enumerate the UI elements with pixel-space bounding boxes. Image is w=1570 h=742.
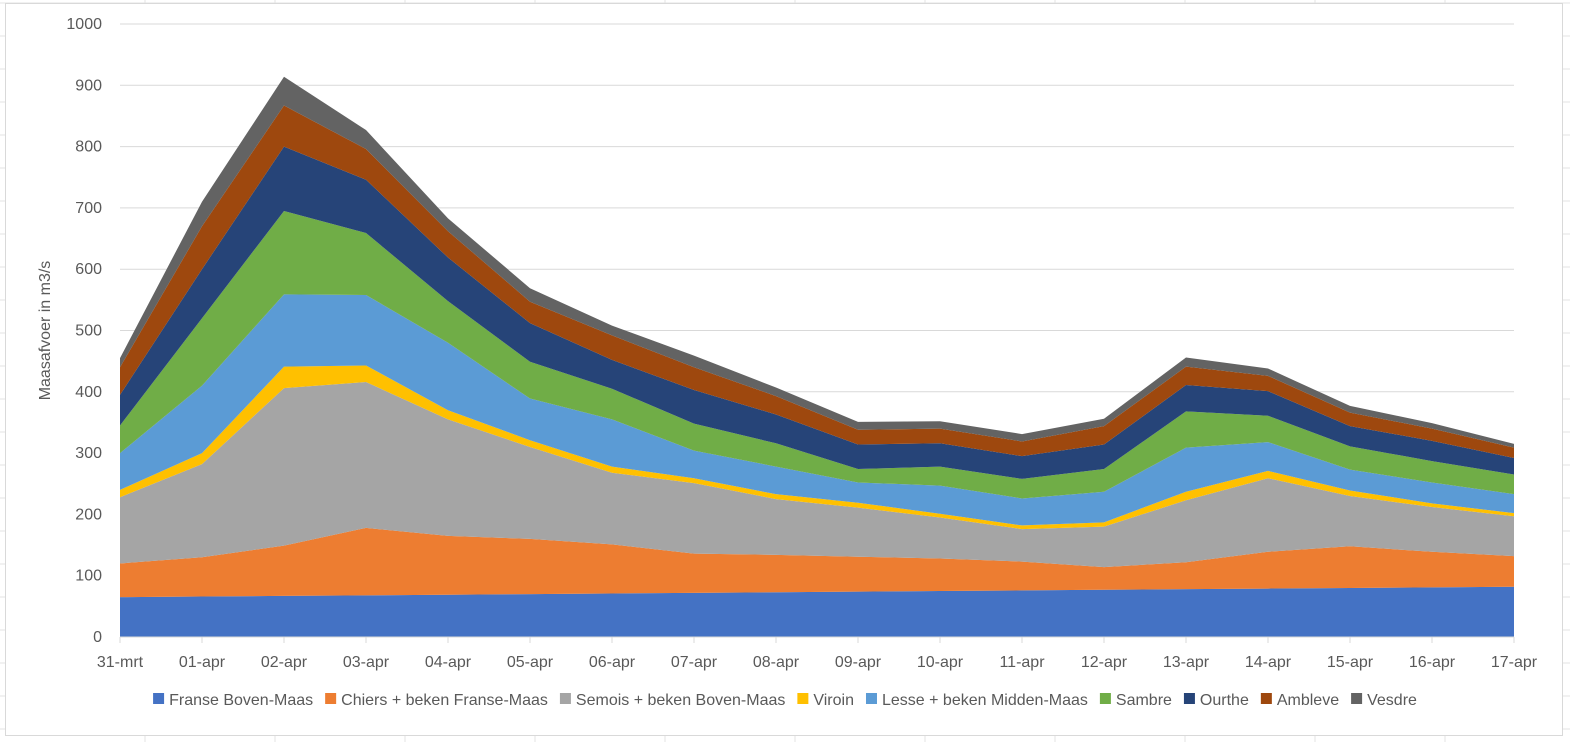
area-franse-boven-maas	[120, 586, 1514, 637]
y-tick-label: 300	[75, 445, 102, 462]
legend-swatch-semois-beken-boven-maas	[559, 693, 571, 704]
legend-label-ambleve: Ambleve	[1277, 692, 1339, 709]
x-tick-label: 14-apr	[1245, 654, 1292, 671]
y-axis-title: Maasafvoer in m3/s	[37, 261, 54, 401]
legend-label-sambre: Sambre	[1116, 692, 1172, 709]
x-tick-label: 17-apr	[1491, 654, 1538, 671]
x-tick-label: 03-apr	[343, 654, 390, 671]
legend-label-franse-boven-maas: Franse Boven-Maas	[169, 692, 313, 709]
y-tick-label: 600	[75, 261, 102, 278]
legend-swatch-sambre	[1099, 693, 1111, 704]
y-tick-label: 700	[75, 200, 102, 217]
legend-label-lesse-beken-midden-maas: Lesse + beken Midden-Maas	[882, 692, 1088, 709]
x-tick-label: 09-apr	[835, 654, 882, 671]
x-tick-label: 02-apr	[261, 654, 308, 671]
x-tick-label: 06-apr	[589, 654, 636, 671]
y-tick-label: 900	[75, 77, 102, 94]
legend-label-ourthe: Ourthe	[1200, 692, 1249, 709]
legend-label-vesdre: Vesdre	[1367, 692, 1417, 709]
x-tick-label: 15-apr	[1327, 654, 1374, 671]
x-tick-label: 07-apr	[671, 654, 718, 671]
legend-swatch-ourthe	[1183, 693, 1195, 704]
legend-swatch-viroin	[797, 693, 809, 704]
legend-label-chiers-beken-franse-maas: Chiers + beken Franse-Maas	[341, 692, 548, 709]
area-ambleve	[120, 105, 1514, 459]
area-chiers-beken-franse-maas	[120, 527, 1514, 598]
y-tick-label: 500	[75, 323, 102, 340]
y-tick-label: 800	[75, 139, 102, 156]
x-tick-label: 13-apr	[1163, 654, 1210, 671]
x-tick-label: 16-apr	[1409, 654, 1456, 671]
x-tick-label: 11-apr	[999, 654, 1045, 671]
legend-swatch-lesse-beken-midden-maas	[865, 693, 877, 704]
x-tick-label: 05-apr	[507, 654, 554, 671]
area-ourthe	[120, 146, 1514, 479]
y-tick-label: 100	[75, 568, 102, 585]
x-tick-label: 12-apr	[1081, 654, 1128, 671]
y-tick-label: 1000	[66, 16, 102, 33]
stacked-area-chart: 0 100 200 300 400 500 600 700 800 900 1000 31-mrt 01…	[37, 16, 1538, 709]
area-lesse-beken-midden-maas	[120, 294, 1514, 526]
y-tick-label: 200	[75, 506, 102, 523]
x-tick-label: 10-apr	[917, 654, 964, 671]
x-tick-label: 31-mrt	[97, 654, 144, 671]
legend-swatch-ambleve	[1260, 693, 1272, 704]
y-tick-label: 400	[75, 384, 102, 401]
legend-swatch-vesdre	[1351, 693, 1363, 704]
chart-area[interactable]: 0 100 200 300 400 500 600 700 800 900 1000 31-mrt 01…	[5, 3, 1563, 736]
y-tick-label: 0	[93, 629, 102, 646]
area-sambre	[120, 210, 1514, 499]
legend-swatch-chiers-beken-franse-maas	[325, 693, 337, 704]
legend-label-viroin: Viroin	[813, 692, 854, 709]
legend: Franse Boven-Maas Chiers + beken Franse-M…	[153, 692, 1417, 709]
x-tick-label: 08-apr	[753, 654, 800, 671]
x-tick-label: 04-apr	[425, 654, 472, 671]
x-tick-label: 01-apr	[179, 654, 226, 671]
area-semois-beken-boven-maas	[120, 381, 1514, 568]
legend-label-semois-beken-boven-maas: Semois + beken Boven-Maas	[576, 692, 785, 709]
legend-swatch-franse-boven-maas	[153, 693, 165, 704]
